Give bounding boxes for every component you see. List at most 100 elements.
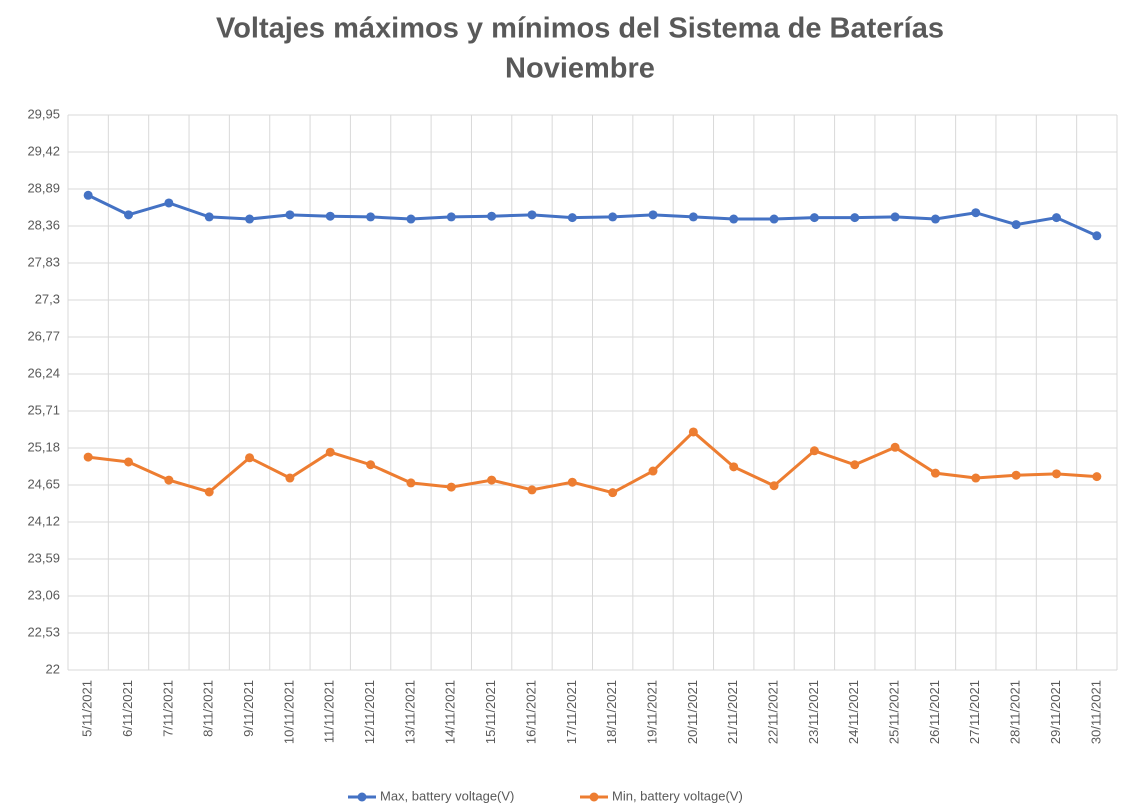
x-tick-label: 9/11/2021 bbox=[241, 680, 256, 737]
x-tick-label: 7/11/2021 bbox=[160, 680, 175, 737]
x-tick-label: 12/11/2021 bbox=[362, 680, 377, 744]
x-tick-label: 6/11/2021 bbox=[120, 680, 135, 737]
point bbox=[366, 212, 376, 222]
x-tick-label: 26/11/2021 bbox=[927, 680, 942, 744]
point bbox=[809, 446, 819, 456]
point bbox=[245, 214, 255, 224]
x-tick-label: 27/11/2021 bbox=[967, 680, 982, 744]
x-tick-label: 8/11/2021 bbox=[201, 680, 216, 737]
point bbox=[608, 488, 618, 498]
y-tick-label: 27,3 bbox=[35, 291, 60, 306]
point bbox=[850, 213, 860, 223]
point bbox=[446, 482, 456, 492]
point bbox=[1051, 469, 1061, 479]
point bbox=[1092, 472, 1102, 482]
point bbox=[688, 212, 698, 222]
x-tick-label: 29/11/2021 bbox=[1048, 680, 1063, 744]
y-tick-label: 28,36 bbox=[27, 217, 60, 232]
point bbox=[285, 473, 295, 483]
point bbox=[729, 214, 739, 224]
point bbox=[487, 475, 497, 485]
point bbox=[1011, 470, 1021, 480]
point bbox=[83, 452, 93, 462]
point bbox=[487, 211, 497, 221]
y-tick-label: 23,59 bbox=[27, 550, 60, 565]
series-line bbox=[87, 429, 1097, 495]
x-tick-label: 15/11/2021 bbox=[483, 680, 498, 744]
y-tick-label: 29,95 bbox=[27, 106, 60, 121]
point bbox=[446, 212, 456, 222]
point bbox=[809, 213, 819, 223]
y-tick-label: 23,06 bbox=[27, 587, 60, 602]
point bbox=[850, 460, 860, 470]
point bbox=[204, 487, 214, 497]
legend-label: Min, battery voltage(V) bbox=[612, 788, 743, 803]
x-tick-label: 25/11/2021 bbox=[887, 680, 902, 744]
point bbox=[527, 485, 537, 495]
point bbox=[406, 478, 416, 488]
point bbox=[366, 460, 376, 470]
point bbox=[608, 212, 618, 222]
point bbox=[648, 466, 658, 476]
series-line bbox=[87, 193, 1098, 238]
point bbox=[769, 481, 779, 491]
point bbox=[83, 190, 93, 200]
x-tick-label: 21/11/2021 bbox=[725, 680, 740, 744]
x-tick-label: 22/11/2021 bbox=[765, 680, 780, 744]
point bbox=[1092, 231, 1102, 241]
x-tick-label: 16/11/2021 bbox=[523, 680, 538, 744]
point bbox=[890, 212, 900, 222]
point bbox=[325, 447, 335, 457]
point bbox=[164, 475, 174, 485]
y-tick-label: 25,18 bbox=[27, 439, 60, 454]
x-tick-label: 28/11/2021 bbox=[1008, 680, 1023, 744]
point bbox=[325, 211, 335, 221]
point bbox=[567, 477, 577, 487]
point bbox=[729, 462, 739, 472]
point bbox=[930, 468, 940, 478]
point bbox=[688, 427, 698, 437]
point bbox=[567, 213, 577, 223]
x-tick-label: 13/11/2021 bbox=[402, 680, 417, 744]
point bbox=[971, 473, 981, 483]
x-tick-label: 19/11/2021 bbox=[644, 680, 659, 744]
legend-marker bbox=[589, 792, 599, 802]
point bbox=[930, 214, 940, 224]
chart-title: Voltajes máximos y mínimos del Sistema d… bbox=[216, 13, 944, 45]
x-tick-label: 17/11/2021 bbox=[564, 680, 579, 744]
point bbox=[204, 212, 214, 222]
chart-title: Noviembre bbox=[505, 53, 655, 85]
y-tick-label: 24,12 bbox=[27, 513, 60, 528]
point bbox=[245, 453, 255, 463]
x-tick-label: 24/11/2021 bbox=[846, 680, 861, 744]
x-tick-label: 11/11/2021 bbox=[322, 680, 337, 743]
point bbox=[406, 214, 416, 224]
point bbox=[971, 208, 981, 218]
legend-marker bbox=[357, 792, 367, 802]
x-tick-label: 10/11/2021 bbox=[281, 680, 296, 744]
y-tick-label: 22 bbox=[46, 661, 60, 676]
point bbox=[648, 210, 658, 220]
point bbox=[1011, 220, 1021, 230]
x-tick-label: 18/11/2021 bbox=[604, 680, 619, 744]
x-tick-label: 14/11/2021 bbox=[443, 680, 458, 744]
y-tick-label: 26,24 bbox=[27, 365, 60, 380]
x-tick-label: 20/11/2021 bbox=[685, 680, 700, 744]
x-tick-label: 30/11/2021 bbox=[1088, 680, 1103, 744]
point bbox=[890, 442, 900, 452]
y-tick-label: 27,83 bbox=[27, 254, 60, 269]
y-tick-label: 29,42 bbox=[27, 143, 60, 158]
point bbox=[124, 457, 134, 467]
y-tick-label: 28,89 bbox=[27, 180, 60, 195]
y-tick-label: 22,53 bbox=[27, 624, 60, 639]
legend-label: Max, battery voltage(V) bbox=[380, 788, 514, 803]
point bbox=[1051, 213, 1061, 223]
y-tick-label: 26,77 bbox=[27, 328, 60, 343]
point bbox=[285, 210, 295, 220]
y-tick-label: 25,71 bbox=[27, 402, 60, 417]
x-tick-label: 5/11/2021 bbox=[80, 680, 95, 737]
point bbox=[124, 210, 134, 220]
point bbox=[527, 210, 537, 220]
